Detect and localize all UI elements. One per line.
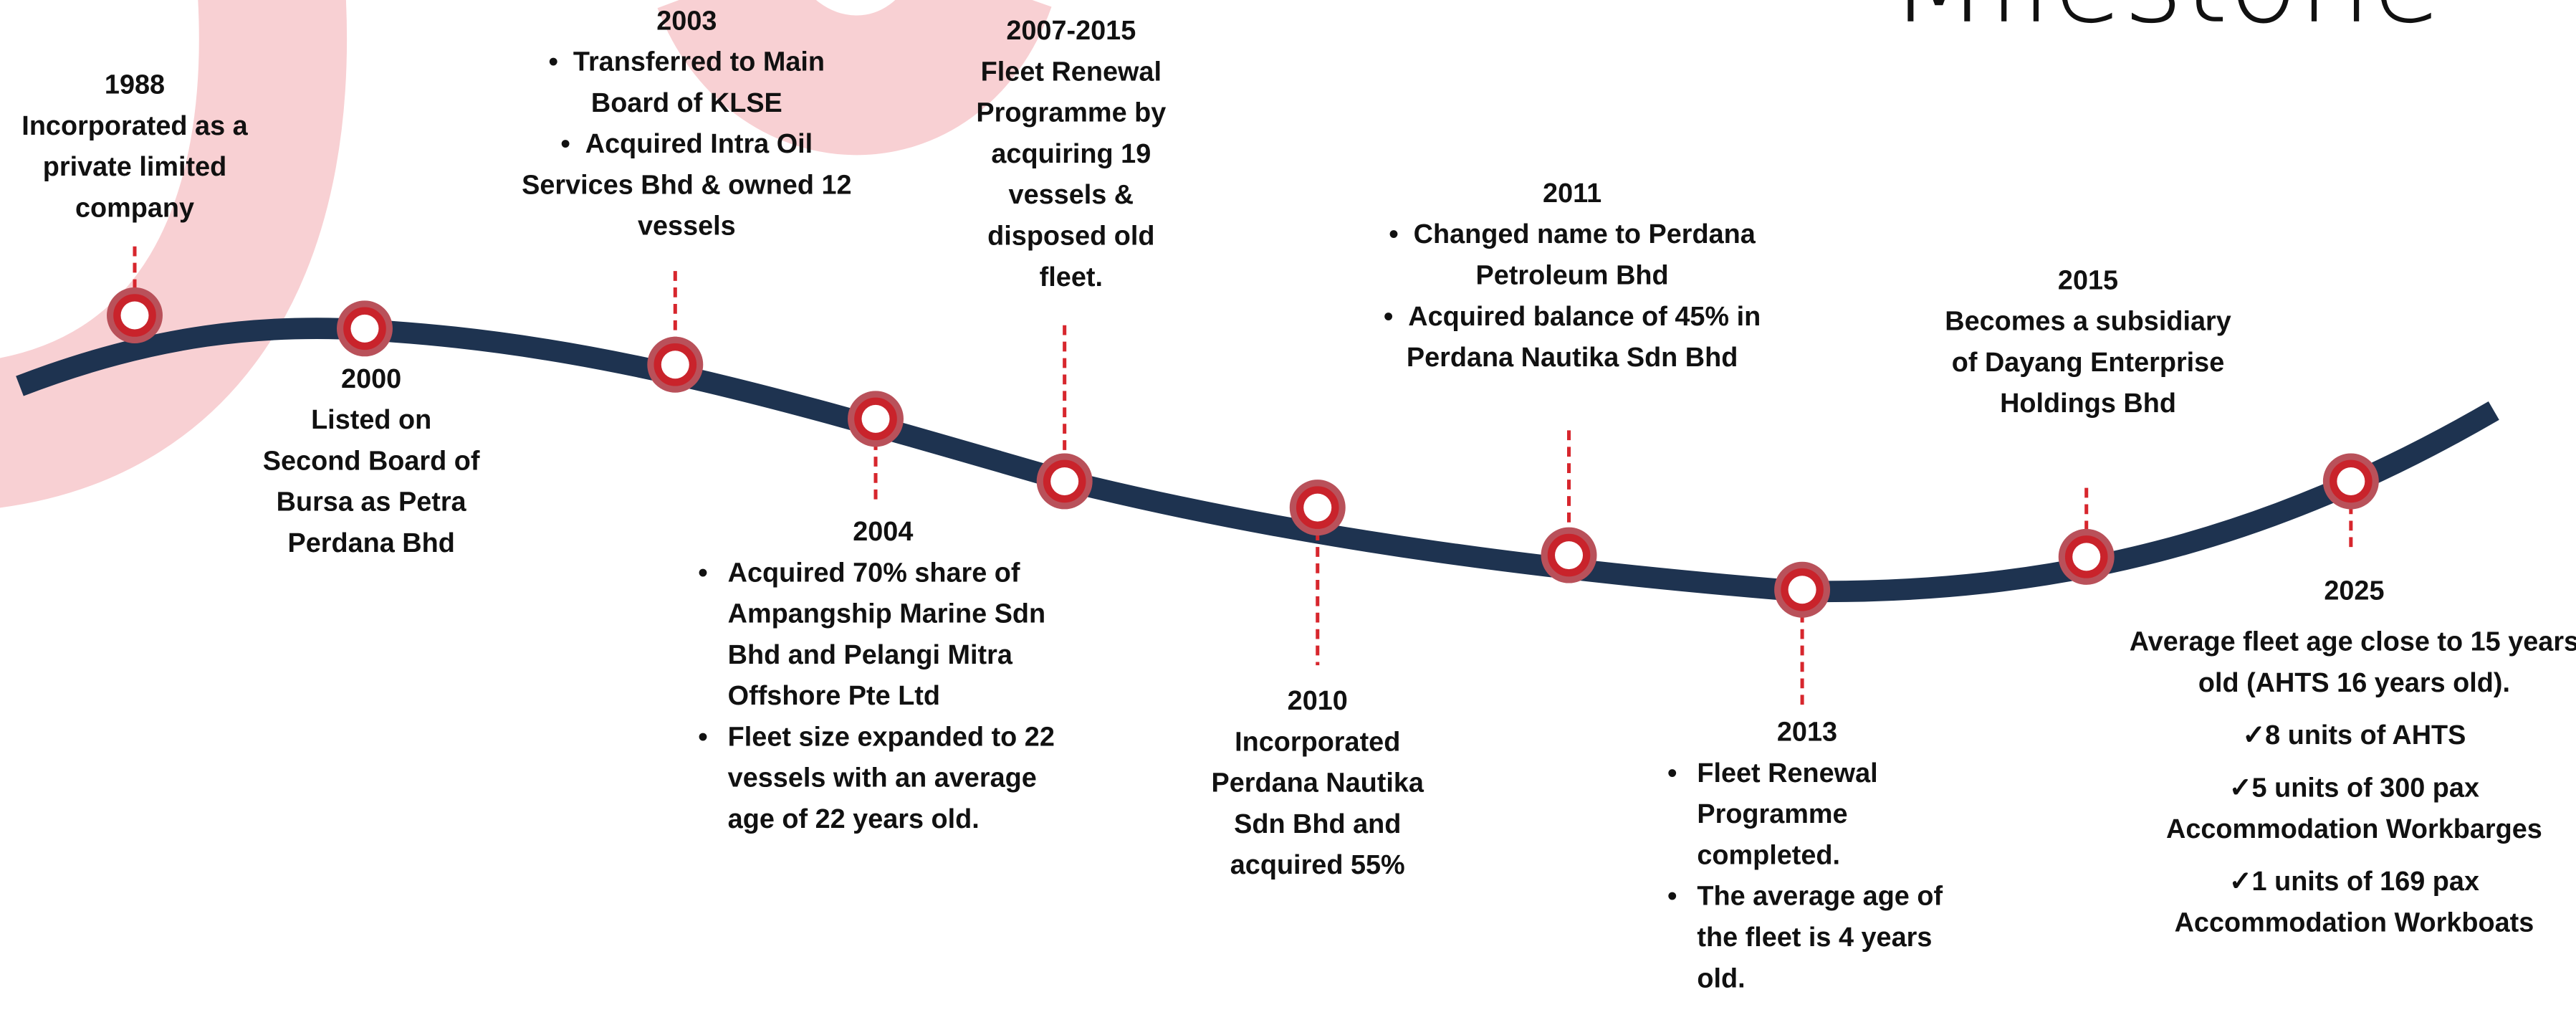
milestone-block: 2004Acquired 70% share of Ampangship Mar…: [698, 512, 1068, 841]
milestone-list: Changed name to Perdana Petroleum BhdAcq…: [1371, 215, 1773, 379]
timeline-slide: Milestone 1988Incorporated as a private …: [0, 0, 2576, 1025]
milestone-block: 2003Transferred to Main Board of KLSEAcq…: [506, 1, 867, 248]
fleet-item: 5 units of 300 pax Accommodation Workbar…: [2128, 769, 2576, 852]
milestone-block: 2013Fleet Renewal Programme completed.Th…: [1667, 713, 1947, 1001]
marker-center: [1050, 467, 1078, 495]
milestone-year: 2013: [1667, 713, 1947, 754]
milestone-text: Listed on Second Board of Bursa as Petra…: [260, 401, 482, 565]
milestone-year: 2015: [1944, 261, 2231, 302]
milestone-year: 2011: [1371, 174, 1773, 215]
milestone-year: 2025: [2128, 572, 2576, 613]
fleet-item: 8 units of AHTS: [2128, 716, 2576, 757]
milestone-year: 2003: [506, 1, 867, 42]
milestone-list: Transferred to Main Board of KLSEAcquire…: [506, 43, 867, 248]
marker-center: [1789, 576, 1816, 604]
fleet-item: 1 units of 169 pax Accommodation Workboa…: [2128, 862, 2576, 945]
milestone-item: Acquired Intra Oil Services Bhd & owned …: [506, 125, 867, 248]
milestone-year: 1988: [0, 66, 274, 107]
milestone-text: Incorporated as a private limited compan…: [0, 107, 274, 230]
milestone-item: Acquired 70% share of Ampangship Marine …: [698, 553, 1068, 718]
milestone-year: 2007-2015: [956, 11, 1186, 52]
milestone-list: Acquired 70% share of Ampangship Marine …: [698, 553, 1068, 841]
milestone-text: Incorporated Perdana Nautika Sdn Bhd and…: [1190, 723, 1445, 887]
milestone-text: Becomes a subsidiary of Dayang Enterpris…: [1944, 302, 2231, 426]
milestone-item: Transferred to Main Board of KLSE: [506, 43, 867, 125]
marker-center: [121, 302, 149, 330]
marker-center: [862, 405, 890, 433]
marker-center: [2337, 467, 2365, 495]
fleet-list: 8 units of AHTS 5 units of 300 pax Accomm…: [2128, 716, 2576, 945]
milestone-text: Fleet Renewal Programme by acquiring 19 …: [956, 52, 1186, 299]
marker-center: [2072, 543, 2100, 571]
milestone-year: 2004: [698, 512, 1068, 553]
milestone-item: Changed name to Perdana Petroleum Bhd: [1371, 215, 1773, 297]
marker-center: [661, 351, 689, 378]
milestone-block: 2025 Average fleet age close to 15 years …: [2128, 572, 2576, 945]
page-title: Milestone: [1890, 0, 2443, 49]
marker-center: [1303, 494, 1331, 522]
milestone-item: Acquired balance of 45% in Perdana Nauti…: [1371, 297, 1773, 380]
milestone-year: 2010: [1190, 682, 1445, 723]
marker-center: [1555, 541, 1583, 569]
milestone-item: The average age of the fleet is 4 years …: [1667, 877, 1947, 1001]
milestone-item: Fleet size expanded to 22 vessels with a…: [698, 718, 1068, 841]
milestone-text: Average fleet age close to 15 years old …: [2128, 623, 2576, 705]
milestone-list: Fleet Renewal Programme completed.The av…: [1667, 754, 1947, 1001]
milestone-block: 2011Changed name to Perdana Petroleum Bh…: [1371, 174, 1773, 379]
milestone-year: 2000: [260, 360, 482, 401]
marker-center: [350, 315, 378, 343]
milestone-item: Fleet Renewal Programme completed.: [1667, 754, 1947, 877]
